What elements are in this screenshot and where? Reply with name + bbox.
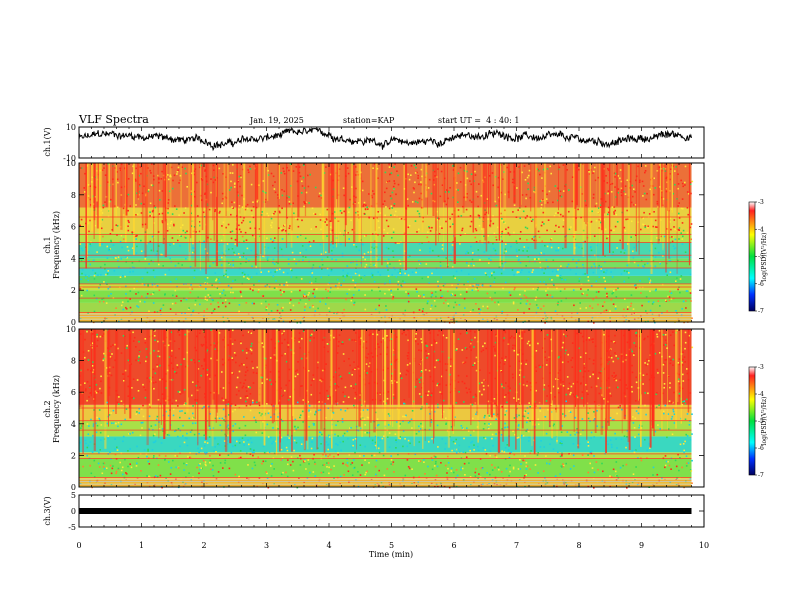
ch1-spectrogram-panel: 0 2 4 6 8 10	[66, 159, 705, 327]
spec2-tick-label: 6	[71, 388, 76, 397]
spec1-band	[79, 232, 692, 243]
ch3-waveform-trace	[79, 508, 692, 514]
ch1-waveform-line	[78, 127, 692, 152]
ch1-colorbar-tick-label: -3	[758, 199, 764, 206]
x-tick-label: 3	[264, 541, 269, 550]
ch1-colorbar-gradient	[748, 201, 756, 312]
ch1-ylabel: ch.1(V)	[43, 127, 52, 156]
spec1-tick-label: 6	[71, 223, 76, 232]
x-tick-label: 6	[451, 541, 456, 550]
spec2-tick-label: 2	[71, 451, 76, 460]
ch1-colorbar-tick-label: -4	[758, 226, 764, 233]
start-ut-label: start UT = 4 : 40: 1	[438, 116, 519, 125]
x-tick-label: 1	[139, 541, 144, 550]
ch1-colorbar-tick-label: -5	[758, 254, 764, 261]
spec2-tick-label: 4	[71, 420, 76, 429]
ch2-colorbar-gradient	[748, 366, 756, 476]
spec1-band	[79, 302, 692, 313]
ch1-waveform-panel: 10 -10	[63, 123, 705, 163]
ch2-colorbar: -3 -4 -5 -6 -7	[748, 364, 764, 479]
spec1-tick-label: 10	[66, 159, 76, 168]
date-label: Jan. 19, 2025	[249, 116, 304, 125]
ch2-colorbar-tick-label: -7	[758, 472, 764, 479]
x-axis-title: Time (min)	[369, 550, 413, 559]
ch1-colorbar-label: log(PSD)(V²/Hz)	[761, 233, 768, 282]
ch2-colorbar-tick-label: -4	[758, 391, 764, 398]
spec2-tick-label: 10	[66, 325, 76, 334]
time-axis: 0 1 2 3 4 5 6 7 8 9 10	[76, 541, 709, 550]
spec1-impulses	[85, 163, 691, 275]
ch3-ylabel: ch.3(V)	[43, 496, 52, 525]
spec1-ylabel-frequency: Frequency (kHz)	[52, 211, 61, 279]
ch3-tick-label: 5	[71, 491, 76, 500]
ch1-tick-label: 10	[66, 123, 76, 132]
spec1-band	[79, 275, 692, 284]
spec2-ylabel-channel: ch.2	[43, 400, 52, 417]
spec2-band	[79, 452, 692, 459]
x-tick-label: 7	[514, 541, 519, 550]
ch3-tick-label: -5	[68, 523, 76, 532]
ch2-colorbar-tick-label: -3	[758, 364, 764, 371]
x-tick-label: 10	[699, 541, 709, 550]
x-tick-label: 2	[201, 541, 206, 550]
spec2-impulses	[79, 329, 690, 456]
x-tick-label: 4	[326, 541, 331, 550]
ch1-frame	[78, 126, 705, 159]
ch2-colorbar-tick-label: -6	[758, 445, 764, 452]
station-label: station=KAP	[343, 116, 395, 125]
spec1-band	[79, 242, 692, 259]
spec1-tick-label: 2	[71, 286, 76, 295]
spec2-tick-label: 0	[71, 483, 76, 492]
ch1-colorbar: -3 -4 -5 -6 -7	[748, 199, 764, 315]
ch2-colorbar-tick-label: -5	[758, 418, 764, 425]
x-tick-label: 5	[389, 541, 394, 550]
ch2-spectrogram-panel: 0 2 4 6 8 10	[66, 325, 705, 492]
x-tick-label: 9	[639, 541, 644, 550]
spec1-tick-label: 4	[71, 254, 76, 263]
spec2-band	[79, 477, 692, 487]
spec1-tick-label: 0	[71, 318, 76, 327]
ch3-waveform-panel: 5 0 -5	[68, 491, 705, 532]
x-tick-label: 0	[76, 541, 81, 550]
ch1-tick-label: -10	[63, 154, 76, 163]
spec1-tick-label: 8	[71, 191, 76, 200]
ch2-colorbar-label: log(PSD)(V²/Hz)	[761, 397, 768, 446]
spec2-tick-label: 8	[71, 357, 76, 366]
x-tick-label: 8	[576, 541, 581, 550]
figure-title: VLF Spectra	[78, 113, 149, 126]
ch3-tick-label: 0	[71, 507, 76, 516]
spec1-band	[79, 267, 692, 276]
spec2-ylabel-frequency: Frequency (kHz)	[52, 375, 61, 443]
spec1-ylabel-channel: ch.1	[43, 236, 52, 253]
ch1-colorbar-tick-label: -6	[758, 281, 764, 288]
spec1-band	[79, 207, 692, 233]
spec1-band	[79, 258, 692, 268]
spec1-band	[79, 290, 692, 303]
ch1-colorbar-tick-label: -7	[758, 308, 764, 315]
